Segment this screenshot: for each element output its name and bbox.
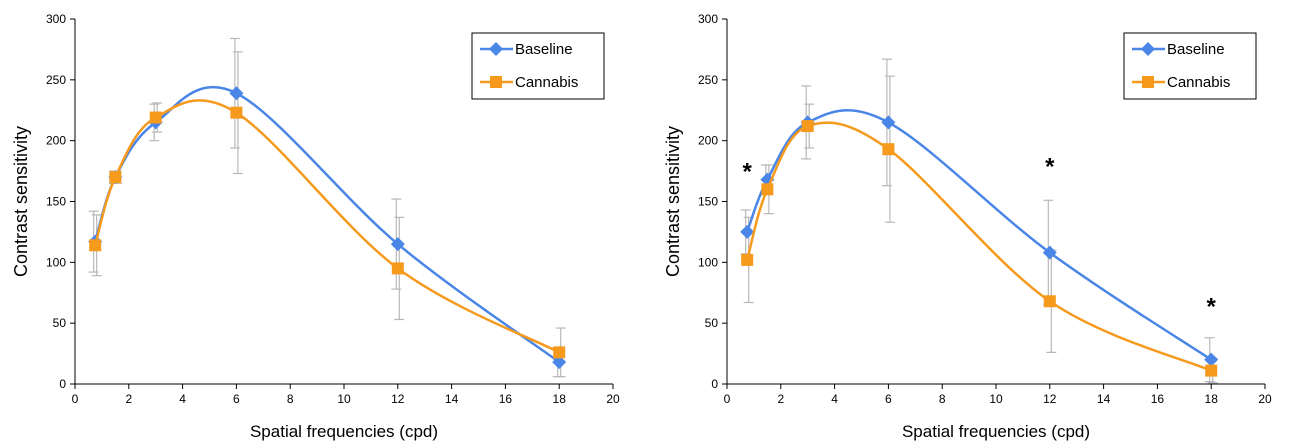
y-axis-label: Contrast sensitivity: [663, 126, 683, 277]
data-point-cannabis: [150, 112, 162, 124]
y-tick-label: 50: [705, 316, 719, 330]
legend-label: Cannabis: [1167, 74, 1230, 91]
legend-marker: [490, 76, 502, 88]
significance-marker: *: [1207, 294, 1217, 321]
y-axis-label: Contrast sensitivity: [11, 126, 31, 277]
x-tick-label: 0: [72, 392, 79, 406]
data-point-cannabis: [1205, 365, 1217, 377]
y-tick-label: 100: [698, 255, 718, 269]
legend-label: Baseline: [515, 41, 573, 58]
y-tick-label: 150: [698, 195, 718, 209]
x-tick-label: 6: [885, 392, 892, 406]
data-point-cannabis: [802, 120, 814, 132]
x-tick-label: 6: [233, 392, 240, 406]
data-point-cannabis: [882, 143, 894, 155]
x-tick-label: 10: [989, 392, 1003, 406]
y-tick-label: 250: [46, 73, 66, 87]
x-tick-label: 16: [1151, 392, 1165, 406]
y-tick-label: 0: [59, 377, 66, 391]
data-point-cannabis: [1044, 295, 1056, 307]
x-tick-label: 8: [287, 392, 294, 406]
data-point-cannabis: [553, 346, 565, 358]
chart-panel-right: 0 2 4 6 8 10 12 14 16 18 20 0 50 100 150 200 250 300 Spati…: [652, 0, 1303, 441]
x-tick-label: 20: [606, 392, 620, 406]
series-line-baseline: [747, 110, 1211, 359]
x-tick-label: 2: [777, 392, 784, 406]
series-line-cannabis: [747, 123, 1211, 371]
y-tick-label: 150: [46, 195, 66, 209]
y-tick-label: 100: [46, 255, 66, 269]
legend-label: Cannabis: [515, 74, 578, 91]
significance-marker: *: [1045, 154, 1055, 181]
x-tick-label: 4: [831, 392, 838, 406]
data-point-cannabis: [109, 171, 121, 183]
y-tick-label: 0: [711, 377, 718, 391]
legend-marker: [1142, 76, 1154, 88]
x-axis-label: Spatial frequencies (cpd): [902, 422, 1090, 441]
y-tick-label: 250: [698, 73, 718, 87]
data-point-baseline: [1204, 353, 1218, 367]
y-tick-label: 300: [698, 12, 718, 26]
data-point-cannabis: [761, 183, 773, 195]
data-point-cannabis: [392, 262, 404, 274]
x-tick-label: 8: [939, 392, 946, 406]
data-point-baseline: [881, 115, 895, 129]
x-tick-label: 18: [1205, 392, 1219, 406]
chart-panel-left: 0 2 4 6 8 10 12 14 16 18 20 0 50 100 150 200 250 300 Spati…: [0, 0, 651, 441]
y-tick-label: 300: [46, 12, 66, 26]
data-point-cannabis: [230, 107, 242, 119]
data-point-cannabis: [89, 239, 101, 251]
x-axis-label: Spatial frequencies (cpd): [250, 422, 438, 441]
x-tick-label: 2: [125, 392, 132, 406]
x-tick-label: 4: [179, 392, 186, 406]
x-tick-label: 16: [499, 392, 513, 406]
x-tick-label: 20: [1258, 392, 1272, 406]
legend-label: Baseline: [1167, 41, 1225, 58]
x-tick-label: 10: [337, 392, 351, 406]
contrast-sensitivity-chart-right: 0 2 4 6 8 10 12 14 16 18 20050100150200250300Spati…: [652, 0, 1303, 441]
y-tick-label: 200: [46, 134, 66, 148]
y-tick-label: 50: [53, 316, 67, 330]
contrast-sensitivity-chart-left: 0 2 4 6 8 10 12 14 16 18 20050100150200250300Spati…: [0, 0, 651, 441]
x-tick-label: 14: [1097, 392, 1111, 406]
x-tick-label: 12: [391, 392, 405, 406]
x-tick-label: 14: [445, 392, 459, 406]
x-tick-label: 0: [724, 392, 731, 406]
legend: Baseline Cannabis: [1124, 33, 1256, 99]
data-point-baseline: [229, 86, 243, 100]
data-point-cannabis: [741, 254, 753, 266]
x-tick-label: 12: [1043, 392, 1057, 406]
significance-marker: *: [743, 159, 753, 186]
x-tick-label: 18: [553, 392, 567, 406]
legend: Baseline Cannabis: [472, 33, 604, 99]
y-tick-label: 200: [698, 134, 718, 148]
